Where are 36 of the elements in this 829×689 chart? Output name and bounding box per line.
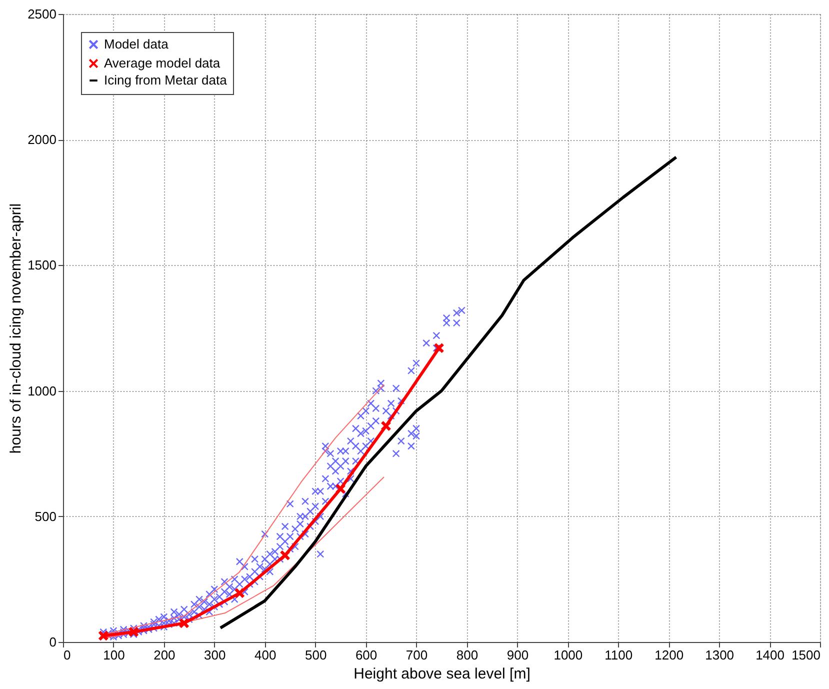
legend-label: Average model data [104,56,221,70]
point [380,420,392,432]
point [434,342,444,354]
y-axis-title: hours of in-cloud icing november-april [8,203,25,454]
x-tick-label: 1300 [705,648,734,662]
x-tick-label: 1200 [654,648,684,662]
x-tick-label: 600 [355,648,378,662]
point [335,483,346,494]
point [234,588,246,598]
x-tick-label: 900 [506,648,529,662]
y-tick-label: 0 [49,634,56,650]
point [178,618,190,629]
x-tick-label: 0 [64,648,71,662]
point [128,626,140,638]
x-tick-label: 1400 [756,648,784,662]
x-tick-label: 400 [254,648,276,662]
point [98,630,109,642]
legend-label: Model data [104,36,170,52]
x-tick-label: 300 [204,648,226,662]
x-tick-label: 700 [406,648,428,662]
y-tick-label: 1000 [28,383,56,398]
y-tick-label: 1500 [28,258,56,273]
x-axis-title: Height above sea level [m] [354,666,530,682]
legend-label: Icing from Metar data [104,72,228,88]
line-series [218,156,678,630]
y-tick-label: 500 [34,508,56,524]
x-tick-label: 500 [304,648,327,662]
y-tick-label: 2000 [28,132,56,148]
x-tick-label: 1000 [554,648,583,662]
x-tick-label: 1100 [604,648,633,662]
y-tick-label: 2500 [28,6,56,22]
x-tick-label: 800 [456,648,478,662]
x-tick-label: 1500 [792,648,820,662]
x-tick-label: 200 [154,648,176,662]
x-tick-label: 100 [103,648,125,662]
point [280,550,290,561]
